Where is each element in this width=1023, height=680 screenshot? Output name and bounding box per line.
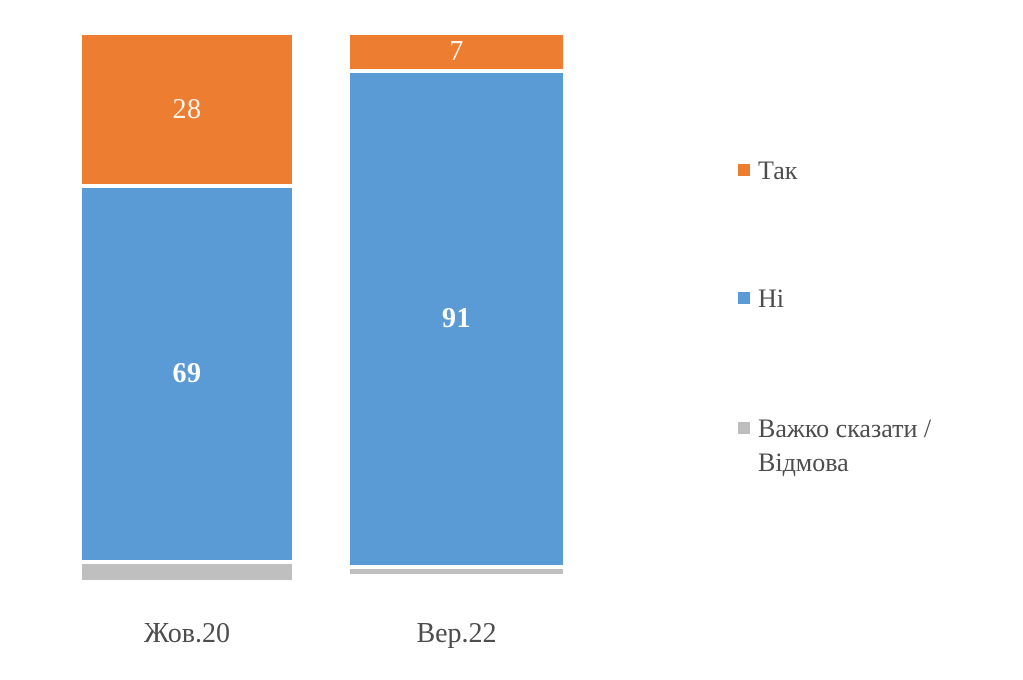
legend-item-tak: Так	[738, 154, 797, 188]
legend-swatch-blue	[738, 292, 750, 304]
stacked-bar-1: 7 91	[350, 35, 563, 574]
data-label: 69	[172, 358, 202, 389]
legend-label: Важко сказати / Відмова	[758, 414, 932, 477]
segment-2-cat-0	[82, 564, 292, 580]
x-axis-label-1: Вер.22	[416, 618, 497, 649]
legend-item-ni: Ні	[738, 282, 784, 316]
data-label: 28	[172, 93, 202, 125]
x-axis: Жов.20 Вер.22	[0, 618, 1023, 658]
x-axis-label-0: Жов.20	[144, 618, 230, 649]
legend-swatch-orange	[738, 164, 750, 176]
stacked-bar-0: 28 69	[82, 35, 292, 580]
segment-0-cat-1: 7	[350, 35, 563, 69]
legend-item-vazhko: Важко сказати / Відмова	[738, 412, 978, 480]
segment-0-cat-0: 28	[82, 35, 292, 184]
data-label: 91	[442, 303, 471, 334]
segment-1-cat-0: 69	[82, 188, 292, 560]
segment-2-cat-1	[350, 569, 563, 574]
segment-1-cat-1: 91	[350, 73, 563, 565]
legend-swatch-gray	[738, 422, 750, 434]
plot-area: 28 69 7 91	[82, 35, 563, 580]
legend-label: Так	[758, 156, 798, 185]
legend-label: Ні	[758, 284, 784, 313]
data-label: 7	[449, 36, 464, 67]
